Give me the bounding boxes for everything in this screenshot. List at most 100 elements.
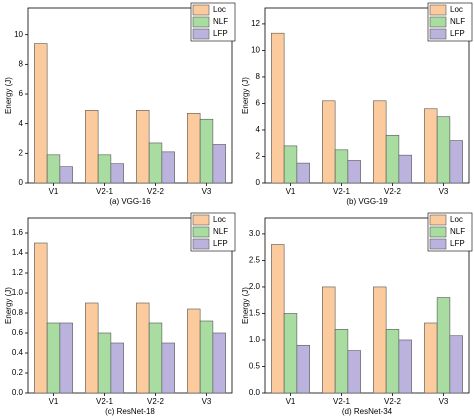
bar	[271, 32, 285, 184]
x-tick-label: V1	[49, 187, 59, 196]
bar	[136, 110, 150, 184]
legend-swatch	[429, 28, 447, 40]
y-tick-label: 3.0	[249, 229, 261, 238]
legend-label: Loc	[450, 5, 463, 14]
y-tick-label: 8	[19, 59, 24, 68]
x-tick-label: V1	[286, 187, 296, 196]
bar	[373, 286, 387, 394]
panel: 0.0 0.2 0.4 0.6 0.8 1.0 1.2 1.4 1.6 Energy (J) (c)…	[4, 212, 236, 416]
y-tick-label: 10	[14, 30, 23, 39]
bar	[271, 244, 285, 394]
legend-swatch	[429, 4, 447, 16]
bar	[296, 162, 310, 184]
legend-swatch	[192, 238, 210, 250]
plot-frame	[27, 7, 233, 184]
panel: 0 2 4 6 8 10 12 Energy (J) (b) VGG-19 V1 V2-1 V2-2 V…	[241, 2, 473, 206]
bar	[59, 166, 73, 184]
legend-swatch	[429, 226, 447, 238]
y-tick-label: 1.6	[12, 228, 24, 237]
legend-label: LFP	[213, 29, 228, 38]
x-tick-label: V2-1	[96, 187, 113, 196]
y-tick-label: 12	[251, 19, 260, 28]
bar	[347, 160, 361, 184]
y-tick-label: 0	[19, 178, 24, 187]
legend-label: NLF	[213, 17, 228, 26]
y-tick-label: 0.6	[12, 328, 24, 337]
bar	[97, 332, 112, 394]
y-tick-label: 6	[19, 89, 24, 98]
panel-title: (b) VGG-19	[346, 197, 388, 206]
bar	[385, 329, 400, 394]
panel: 0.0 0.5 1.0 1.5 2.0 2.5 3.0 Energy (J) (d) ResNe…	[241, 212, 473, 416]
bar	[187, 112, 201, 184]
legend-swatch	[429, 214, 447, 226]
bar	[136, 302, 150, 394]
bar	[34, 43, 48, 184]
bar	[398, 154, 412, 184]
panel-title: (c) ResNet-18	[105, 407, 155, 416]
y-tick-label: 4	[19, 119, 24, 128]
legend-swatch	[192, 28, 210, 40]
x-tick-label: V3	[202, 187, 212, 196]
y-tick-label: 2.5	[249, 256, 261, 265]
panel-title: (d) ResNet-34	[342, 407, 393, 416]
y-tick-label: 0.0	[12, 388, 24, 397]
y-tick-label: 2.0	[249, 282, 261, 291]
bar	[398, 339, 412, 394]
y-tick-label: 1.0	[249, 335, 261, 344]
y-tick-label: 2	[256, 152, 261, 161]
y-tick-label: 0.4	[12, 348, 24, 357]
y-tick-label: 10	[251, 46, 260, 55]
x-tick-label: V2-1	[333, 397, 350, 406]
legend-swatch	[192, 214, 210, 226]
legend-label: LFP	[450, 239, 465, 248]
bar	[161, 342, 175, 394]
y-axis-label: Energy (J)	[4, 77, 13, 114]
x-tick-label: V3	[439, 397, 449, 406]
bar	[85, 110, 99, 184]
legend-label: Loc	[450, 215, 463, 224]
panel-title: (a) VGG-16	[109, 197, 151, 206]
y-tick-label: 0.5	[249, 362, 261, 371]
bar	[283, 313, 298, 394]
y-tick-label: 8	[256, 72, 261, 81]
x-tick-label: V3	[439, 187, 449, 196]
x-tick-label: V3	[202, 397, 212, 406]
x-tick-label: V2-2	[147, 397, 164, 406]
x-tick-label: V1	[49, 397, 59, 406]
bar	[424, 108, 438, 184]
bar	[34, 242, 48, 394]
bar	[322, 286, 336, 394]
bar	[212, 144, 226, 184]
bar	[296, 344, 310, 394]
legend-label: NLF	[213, 227, 228, 236]
bar	[436, 297, 451, 394]
plot-frame	[264, 217, 470, 394]
x-tick-label: V1	[286, 397, 296, 406]
legend-swatch	[192, 4, 210, 16]
bar	[187, 308, 201, 394]
y-tick-label: 0.2	[12, 368, 24, 377]
panel: 0 2 4 6 8 10 Energy (J) (a) VGG-16 V1 V2-1 V2-2 V3 L…	[4, 2, 236, 206]
y-tick-label: 1.2	[12, 268, 24, 277]
legend-label: Loc	[213, 215, 226, 224]
bar	[46, 154, 61, 184]
y-tick-label: 2	[19, 148, 24, 157]
x-tick-label: V2-1	[333, 187, 350, 196]
bar	[110, 342, 124, 394]
y-axis-label: Energy (J)	[241, 287, 250, 324]
legend-label: NLF	[450, 17, 465, 26]
bar	[449, 140, 463, 184]
bar	[97, 154, 112, 184]
bar	[148, 142, 163, 184]
y-tick-label: 0	[256, 178, 261, 187]
legend-swatch	[192, 226, 210, 238]
y-tick-label: 1.4	[12, 248, 24, 257]
legend-swatch	[429, 238, 447, 250]
bar	[85, 302, 99, 394]
y-axis-label: Energy (J)	[241, 77, 250, 114]
plot-frame	[27, 217, 233, 394]
bar	[385, 134, 400, 184]
y-tick-label: 1.5	[249, 309, 261, 318]
